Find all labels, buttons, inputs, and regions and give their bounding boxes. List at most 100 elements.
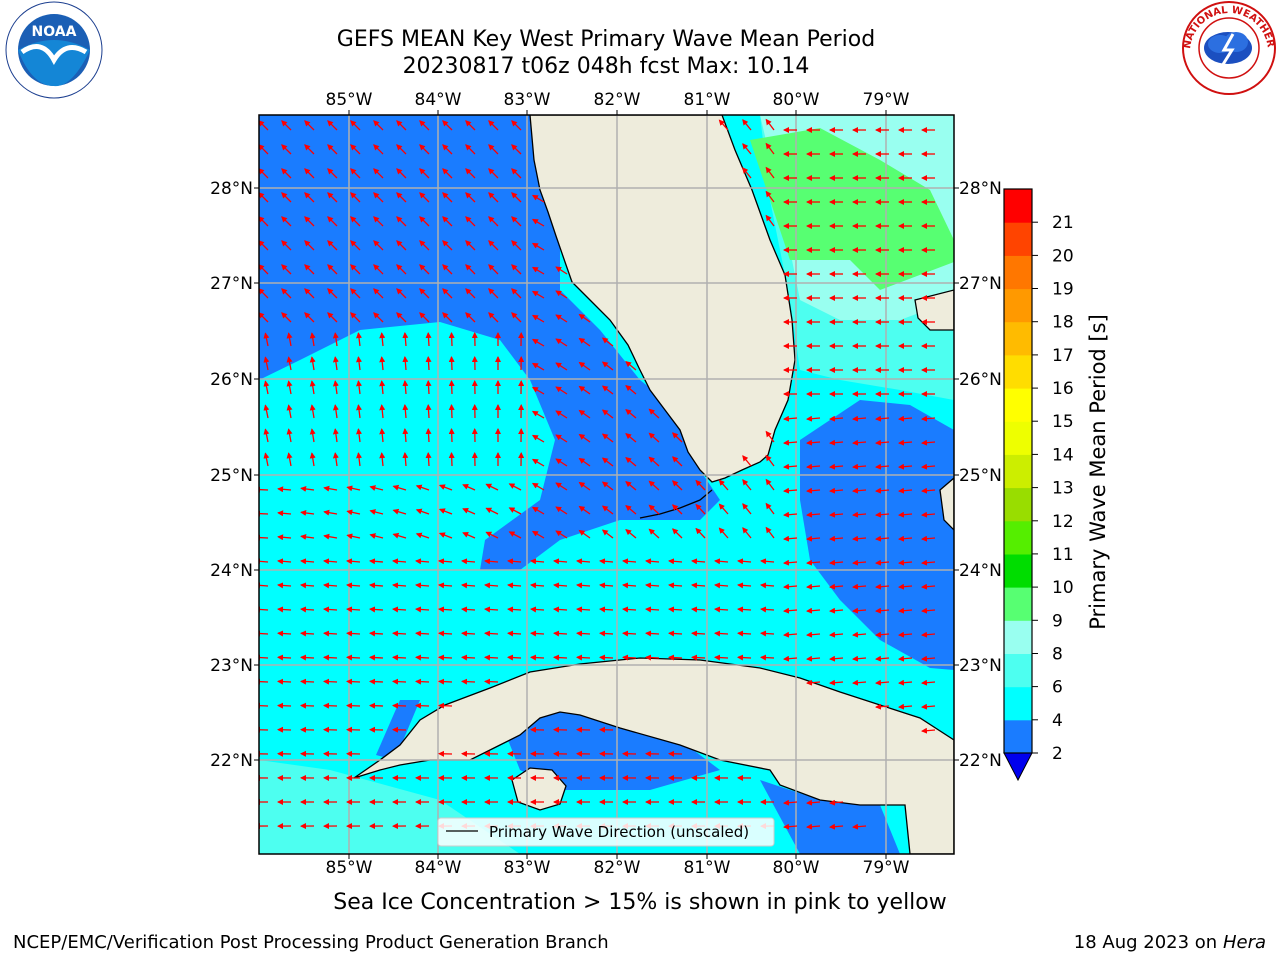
- wave-arrow: [485, 483, 499, 491]
- wave-arrow: [852, 439, 867, 446]
- wave-arrow: [852, 823, 867, 830]
- wave-arrow: [668, 606, 683, 613]
- wave-arrow: [511, 312, 522, 323]
- wave-arrow: [531, 482, 545, 491]
- wave-arrow: [356, 356, 362, 371]
- wave-arrow: [531, 290, 545, 299]
- wave-arrow: [286, 452, 293, 467]
- wave-arrow: [438, 484, 453, 491]
- wave-arrow: [555, 362, 568, 371]
- wave-arrow: [531, 362, 545, 371]
- colorbar-frame: [1003, 188, 1033, 754]
- wave-arrow: [484, 654, 499, 661]
- wave-arrow: [259, 486, 269, 493]
- florida-keys: [639, 489, 713, 519]
- wave-arrow: [462, 484, 476, 491]
- wave-arrow: [530, 654, 545, 661]
- wave-arrow: [373, 120, 384, 131]
- wave-arrow: [419, 192, 430, 203]
- wave-arrow: [829, 439, 844, 446]
- wave-arrow: [531, 242, 545, 251]
- wave-arrow: [396, 240, 407, 251]
- wave-arrow: [898, 655, 913, 662]
- wave-arrow: [737, 606, 752, 613]
- wave-arrow: [488, 312, 499, 323]
- wave-arrow: [555, 266, 568, 275]
- wave-arrow: [346, 606, 361, 613]
- lat-tick-right: 27°N: [959, 274, 1002, 294]
- wave-arrow: [508, 531, 522, 539]
- colorbar-tick-label: 21: [1052, 213, 1074, 233]
- colorbar-segment: [1004, 189, 1032, 223]
- wave-arrow: [511, 288, 522, 299]
- wave-arrow: [555, 506, 568, 515]
- wave-arrow: [829, 487, 844, 494]
- wave-arrow: [622, 630, 637, 637]
- wave-arrow: [875, 415, 890, 422]
- wave-arrow: [259, 630, 269, 637]
- wave-arrow: [300, 582, 315, 589]
- wave-arrow: [379, 332, 386, 347]
- wave-arrow: [625, 481, 637, 491]
- wave-arrow: [259, 192, 269, 203]
- wave-arrow: [806, 415, 821, 422]
- lon-tick-bottom: 80°W: [773, 858, 820, 878]
- wave-arrow: [396, 168, 407, 179]
- wave-arrow: [576, 582, 591, 589]
- wave-arrow: [783, 823, 798, 830]
- wave-arrow: [508, 483, 522, 491]
- wave-arrow: [259, 264, 269, 275]
- wave-arrow: [555, 530, 568, 539]
- wave-arrow: [465, 120, 476, 131]
- wave-arrow: [465, 240, 476, 251]
- wave-arrow: [737, 582, 752, 589]
- wave-arrow: [648, 504, 660, 515]
- colorbar-segment: [1004, 421, 1032, 455]
- wave-arrow: [484, 558, 499, 565]
- wave-arrow: [442, 168, 453, 179]
- wave-arrow: [300, 558, 315, 565]
- wave-arrow: [402, 332, 409, 347]
- wave-arrow: [259, 240, 269, 251]
- wave-arrow: [327, 192, 338, 203]
- colorbar-tick-label: 6: [1052, 678, 1063, 698]
- wave-arrow: [300, 678, 315, 685]
- wave-arrow: [356, 404, 362, 419]
- colorbar-tick-label: 9: [1052, 611, 1063, 631]
- wave-arrow: [350, 144, 361, 155]
- lon-tick-bottom: 84°W: [415, 858, 462, 878]
- wave-arrow: [921, 535, 936, 542]
- colorbar-segment: [1004, 288, 1032, 323]
- wave-arrow: [304, 216, 315, 227]
- andros-land: [939, 477, 954, 531]
- wave-arrow: [346, 485, 361, 492]
- wave-arrow: [484, 606, 499, 613]
- colorbar-label: Primary Wave Mean Period [s]: [1086, 314, 1110, 630]
- wave-arrow: [259, 288, 269, 299]
- lat-tick-left: 27°N: [210, 274, 253, 294]
- lat-tick-right: 28°N: [959, 179, 1002, 199]
- wave-arrow: [875, 559, 890, 566]
- wave-arrow: [484, 582, 499, 589]
- wave-arrow: [625, 457, 637, 467]
- wave-arrow: [695, 527, 706, 539]
- wave-arrow: [438, 678, 453, 685]
- wave-arrow: [402, 380, 409, 395]
- wave-arrow: [327, 240, 338, 251]
- wave-arrow: [921, 679, 936, 686]
- wave-arrow: [277, 582, 292, 589]
- wave-arrow: [323, 606, 338, 613]
- wave-arrow: [327, 216, 338, 227]
- wave-arrow: [714, 606, 729, 613]
- wave-arrow: [438, 582, 453, 589]
- wave-arrow: [346, 702, 361, 709]
- wave-arrow: [425, 356, 432, 371]
- wave-arrow: [373, 312, 384, 323]
- wave-arrow: [373, 240, 384, 251]
- wave-arrow: [625, 505, 637, 515]
- colorbar-segment: [1004, 520, 1032, 555]
- wave-arrow: [508, 507, 522, 515]
- wave-arrow: [601, 529, 614, 539]
- wave-arrow: [718, 527, 729, 539]
- colorbar-tick-label: 14: [1052, 445, 1074, 465]
